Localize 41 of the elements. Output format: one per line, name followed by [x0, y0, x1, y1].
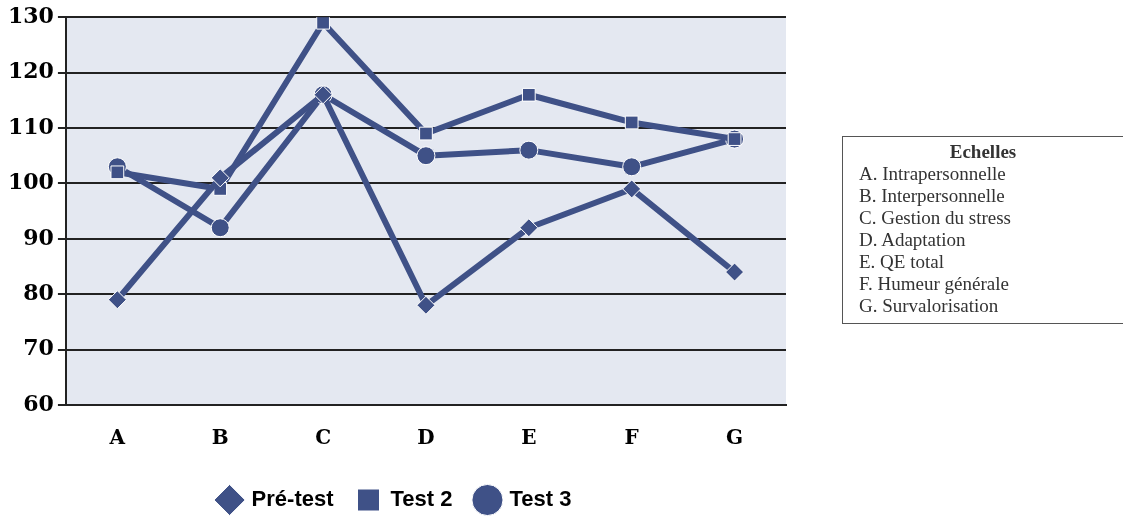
- text: F. Humeur générale: [858, 273, 1010, 295]
- point: [622, 179, 642, 199]
- point: [725, 262, 745, 282]
- x-tick-label: D: [417, 425, 435, 450]
- point: [419, 126, 433, 141]
- y-tick-label: 80: [23, 278, 54, 305]
- point: [519, 140, 539, 160]
- y-tick-label: 90: [23, 223, 54, 250]
- x-tick-label: C: [315, 425, 332, 450]
- text: G. Survalorisation: [858, 295, 1000, 317]
- y-tick-label: 110: [7, 112, 54, 139]
- point: [622, 157, 642, 177]
- point: [107, 290, 127, 310]
- legend-label: Test 3: [509, 486, 572, 512]
- legend-label: Pré-test: [251, 486, 335, 512]
- point: [624, 115, 639, 130]
- point: [316, 17, 330, 30]
- x-tick-label: A: [108, 425, 126, 450]
- x-tick-label: G: [726, 425, 744, 450]
- y-tick-label: 120: [7, 57, 54, 84]
- text: E. QE total: [858, 251, 945, 273]
- x-tick-label: B: [211, 425, 229, 450]
- y-tick-label: 70: [23, 334, 54, 361]
- text: D. Adaptation: [858, 229, 967, 251]
- x-tick-label: F: [624, 425, 639, 450]
- text: Echelles: [948, 141, 1018, 163]
- y-tick-label: 130: [7, 1, 54, 28]
- point: [519, 218, 539, 238]
- point: [210, 218, 230, 238]
- y-tick-label: 60: [23, 389, 54, 416]
- point: [210, 168, 230, 188]
- text: B. Interpersonnelle: [858, 185, 1006, 207]
- x-tick-label: E: [521, 425, 537, 450]
- text: A. Intrapersonnelle: [858, 163, 1007, 185]
- point: [521, 87, 536, 102]
- point: [416, 146, 436, 166]
- legend-label: Test 2: [390, 486, 453, 512]
- point: [110, 165, 125, 180]
- y-tick-label: 100: [7, 168, 54, 195]
- text: C. Gestion du stress: [858, 207, 1012, 229]
- point: [416, 295, 436, 315]
